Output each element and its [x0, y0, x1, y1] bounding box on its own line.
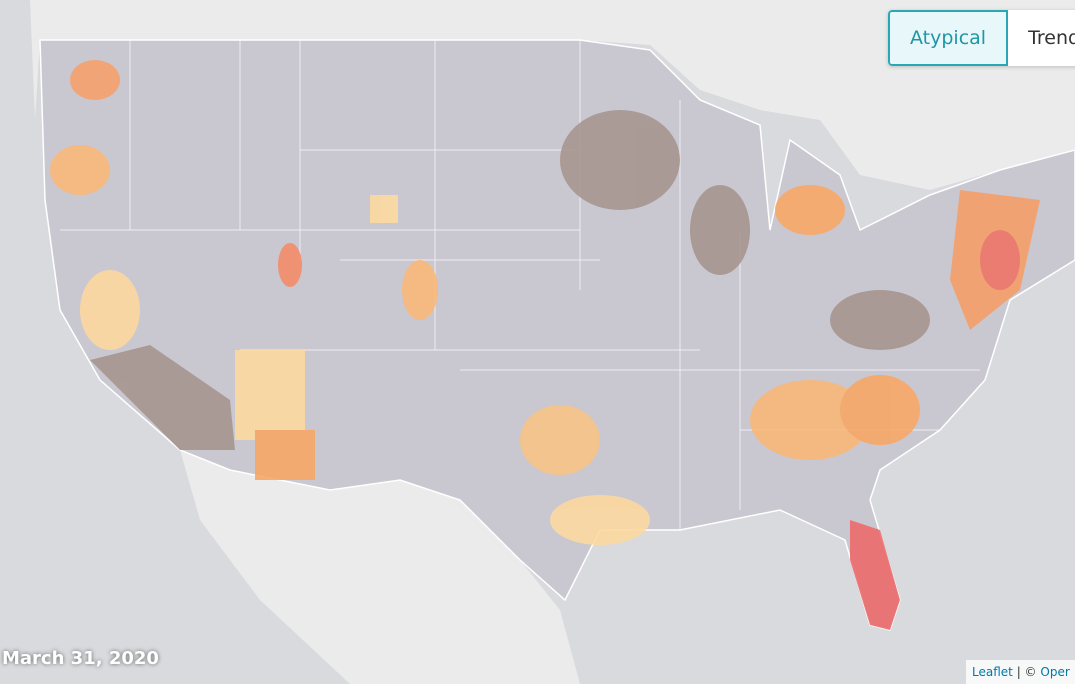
mode-toggle: Atypical Trend	[888, 10, 1075, 66]
mexico	[180, 450, 580, 684]
trend-button[interactable]: Trend	[1008, 10, 1075, 66]
source-link[interactable]: Oper	[1040, 665, 1070, 679]
canada-west	[0, 0, 40, 120]
state-borders	[60, 40, 980, 530]
leaflet-link[interactable]: Leaflet	[972, 665, 1013, 679]
canada	[0, 0, 1075, 190]
date-label: March 31, 2020	[2, 648, 159, 669]
attribution: Leaflet | © Oper	[966, 660, 1075, 684]
atypical-button[interactable]: Atypical	[888, 10, 1009, 66]
activity-areas	[50, 60, 1040, 630]
separator: | ©	[1016, 665, 1037, 679]
